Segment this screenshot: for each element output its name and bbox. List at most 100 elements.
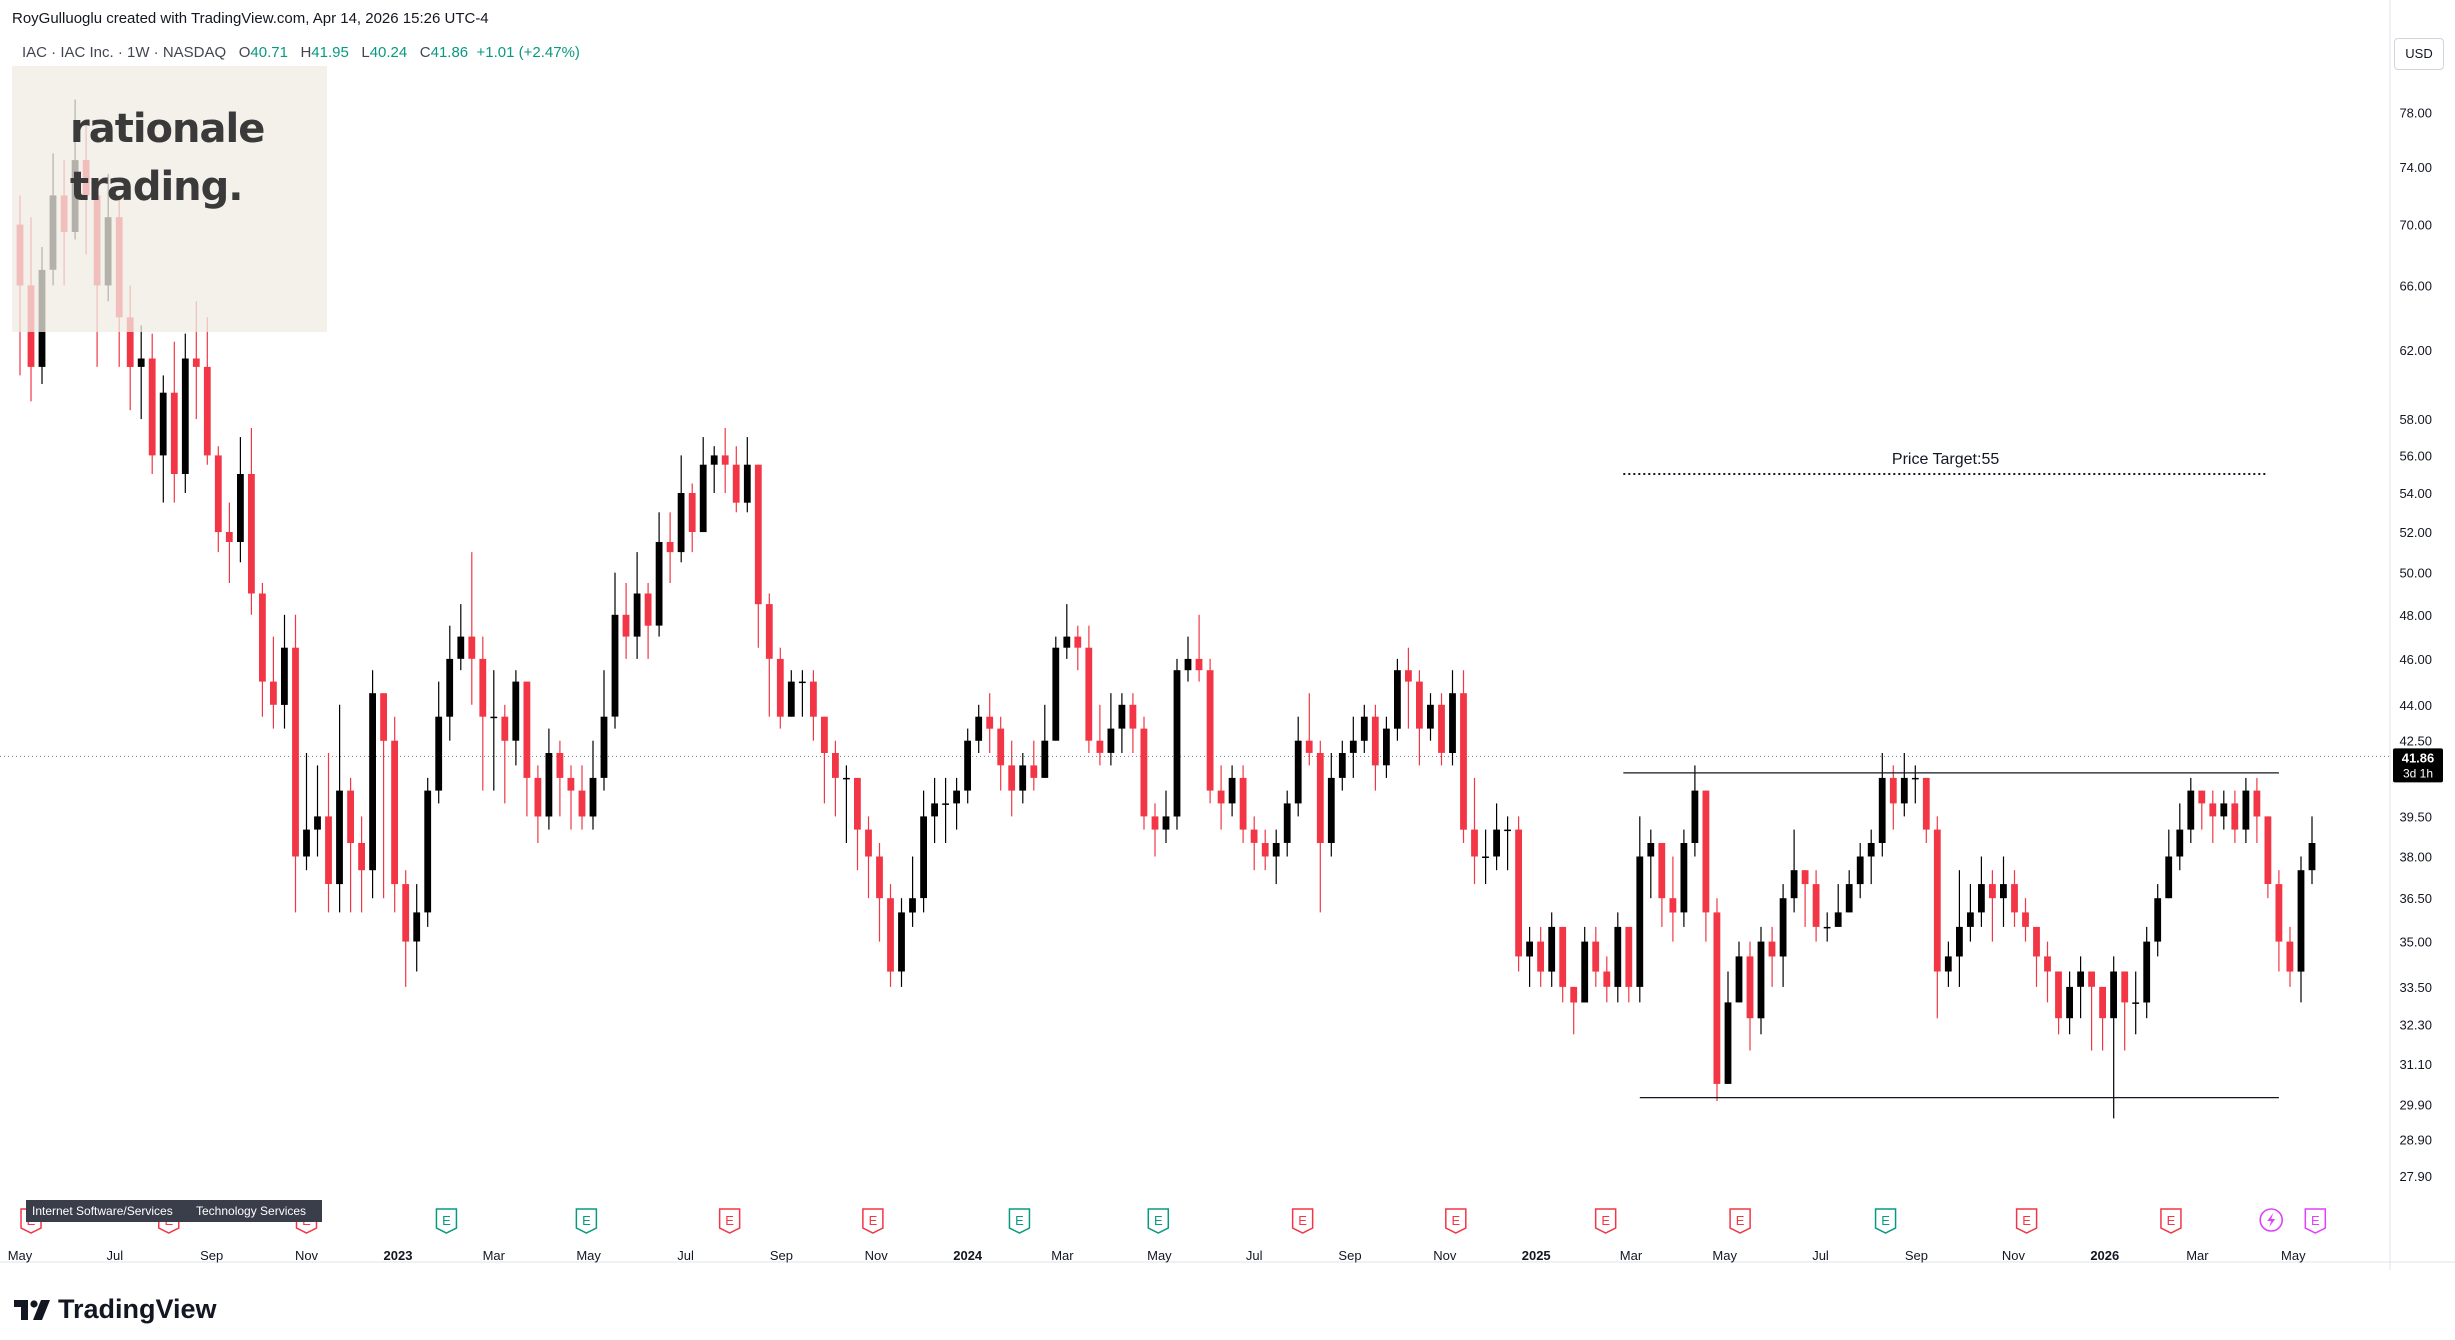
sector-tag-industry[interactable]: Internet Software/Services [26,1200,198,1222]
candle-up [545,728,553,830]
tradingview-wordmark: TradingView [58,1294,217,1324]
earnings-marker-icon[interactable]: E [575,1208,598,1234]
time-tick-label: Sep [200,1248,223,1263]
candle-body [2220,803,2228,817]
candle-body [1889,777,1897,804]
earnings-marker-icon[interactable]: E [1729,1208,1751,1234]
candle-down [1625,926,1633,1003]
open-value: 40.71 [250,44,288,61]
candle-down [1206,658,1214,804]
earnings-marker-shape [1594,1208,1617,1234]
candle-down [479,636,487,791]
watermark-logo: rationale trading. [70,100,265,216]
candle-up [920,790,927,913]
earnings-marker-icon[interactable]: E [1291,1208,1314,1234]
candle-body [248,474,255,594]
candle-body [1129,704,1137,729]
candle-body [2077,971,2084,987]
tradingview-logo[interactable]: TradingView [14,1294,217,1325]
candle-down [721,428,729,493]
candle-body [2033,926,2040,957]
symbol-legend[interactable]: IAC · IAC Inc. · 1W · NASDAQ O40.71 H41.… [22,44,580,61]
candle-body [446,658,454,717]
earnings-marker-icon[interactable]: E [435,1208,458,1234]
earnings-marker-icon[interactable]: E [2015,1208,2038,1234]
candle-body [402,884,410,942]
candle-body [281,647,288,705]
candle-up [1834,884,1842,927]
candle-up [1691,765,1699,857]
watermark-line-1: rationale [70,106,265,152]
candle-body [1206,670,1214,791]
time-tick-label: 2023 [384,1248,413,1263]
candle-body [1823,926,1831,929]
earnings-marker-icon[interactable]: E [2160,1208,2182,1234]
symbol-name[interactable]: IAC · IAC Inc. · 1W · NASDAQ [22,44,227,61]
candle-up [1427,693,1434,741]
candle-down [1316,740,1324,913]
candle-down [2231,790,2239,843]
dividend-marker-icon[interactable] [2259,1208,2283,1232]
candle-body [1173,670,1181,817]
earnings-marker-letter: E [2311,1213,2320,1228]
candle-up [490,670,498,791]
candle-body [1680,843,1688,913]
candle-up [1779,884,1787,987]
candle-down [688,483,696,553]
candle-body [270,681,277,705]
candle-up [1581,926,1589,1003]
time-tick-label: Mar [1620,1248,1643,1263]
candle-up [2132,971,2140,1035]
candle-down [292,614,299,913]
time-tick-label: Mar [483,1248,506,1263]
candle-up [1173,658,1181,830]
candle-down [821,716,828,804]
candle-down [556,740,564,817]
candle-body [975,716,983,741]
candle-body [1978,884,1985,913]
candle-up [1878,753,1886,857]
earnings-marker-icon[interactable]: E [862,1208,884,1234]
candle-down [1471,777,1478,885]
candle-body [1063,636,1071,648]
candle-body [2055,971,2062,1019]
candle-down [2209,790,2217,843]
candle-body [1085,647,1093,741]
candle-body [2308,843,2316,871]
earnings-marker-icon[interactable]: E [2304,1208,2327,1234]
candle-down [1702,790,1710,942]
candle-down [1074,625,1082,671]
sector-tag-sector[interactable]: Technology Services [190,1200,322,1222]
candle-down [148,333,156,474]
candle-body [1283,803,1291,843]
candle-up [964,728,971,804]
earnings-marker-icon[interactable]: E [718,1208,741,1234]
earnings-marker-shape [575,1208,598,1234]
candle-up [1162,790,1170,843]
earnings-marker-icon[interactable]: E [1445,1208,1467,1234]
candle-up [1294,716,1302,817]
candle-body [1360,716,1368,741]
candle-body [567,777,575,791]
earnings-marker-icon[interactable]: E [1874,1208,1897,1234]
candle-body [854,777,861,830]
time-tick-label: 2025 [1522,1248,1551,1263]
candle-down [1305,693,1313,766]
candle-up [633,552,641,659]
candle-down [248,428,255,615]
earnings-marker-icon[interactable]: E [1594,1208,1617,1234]
candle-body [1118,704,1126,729]
candle-body [2011,884,2018,913]
price-axis[interactable]: 78.00 74.00 70.00 66.00 62.00 58.00 56.00 54.00… [2399,106,2432,1185]
earnings-marker-icon[interactable]: E [1147,1208,1170,1234]
candle-up [743,437,751,513]
earnings-marker-icon[interactable]: E [1008,1208,1031,1234]
time-axis[interactable]: May Jul Sep Nov 2023 Mar May Jul Sep Nov 2024 Mar Ma… [8,1248,2306,1263]
candle-body [765,604,773,659]
earnings-marker-shape [1147,1208,1170,1234]
price-tick-label: 74.00 [2399,160,2432,175]
candle-body [732,464,740,503]
candle-up [314,765,321,857]
currency-button[interactable]: USD [2394,38,2444,70]
